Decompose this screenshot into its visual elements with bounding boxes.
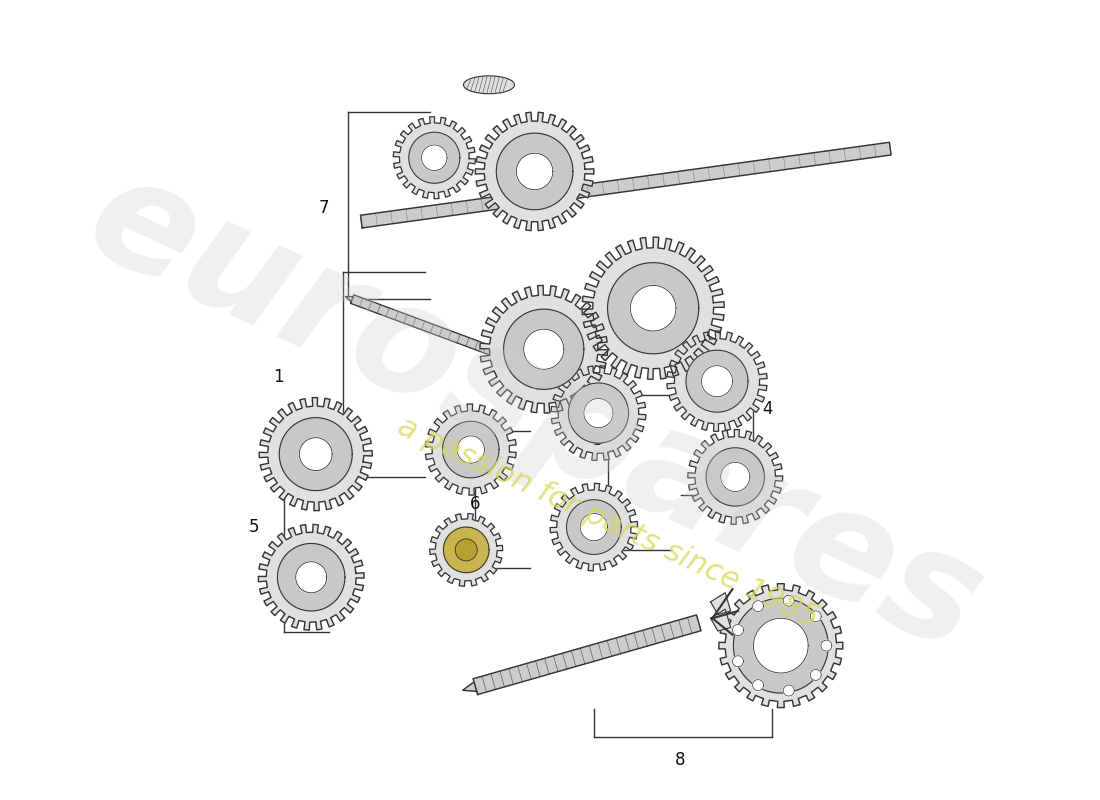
Polygon shape <box>463 682 476 691</box>
Polygon shape <box>473 615 701 694</box>
Polygon shape <box>720 462 750 491</box>
Polygon shape <box>686 350 748 412</box>
Polygon shape <box>734 598 828 693</box>
Polygon shape <box>580 514 607 541</box>
Polygon shape <box>582 237 724 379</box>
Polygon shape <box>299 438 332 470</box>
Polygon shape <box>442 422 499 478</box>
Polygon shape <box>688 430 782 524</box>
Polygon shape <box>504 309 584 390</box>
Text: 4: 4 <box>762 399 773 418</box>
Polygon shape <box>711 609 730 631</box>
Polygon shape <box>733 625 744 635</box>
Polygon shape <box>443 527 490 573</box>
Polygon shape <box>296 562 327 593</box>
Polygon shape <box>458 436 484 463</box>
Polygon shape <box>480 286 607 413</box>
Text: 8: 8 <box>675 750 685 769</box>
Polygon shape <box>752 680 763 690</box>
Polygon shape <box>811 611 822 622</box>
Polygon shape <box>516 153 553 190</box>
Polygon shape <box>430 514 503 586</box>
Polygon shape <box>409 132 460 183</box>
Polygon shape <box>811 670 822 680</box>
Polygon shape <box>752 601 763 612</box>
Polygon shape <box>455 539 477 561</box>
Polygon shape <box>711 593 730 614</box>
Ellipse shape <box>463 76 515 94</box>
Polygon shape <box>475 112 594 230</box>
Polygon shape <box>667 331 767 431</box>
Polygon shape <box>584 398 613 428</box>
Polygon shape <box>569 383 628 443</box>
Polygon shape <box>706 448 764 506</box>
Text: 7: 7 <box>319 199 329 217</box>
Polygon shape <box>277 543 345 611</box>
Polygon shape <box>754 618 808 673</box>
Polygon shape <box>351 295 514 362</box>
Polygon shape <box>361 142 891 228</box>
Polygon shape <box>702 366 733 397</box>
Polygon shape <box>630 286 676 331</box>
Polygon shape <box>783 595 794 606</box>
Polygon shape <box>607 262 698 354</box>
Polygon shape <box>566 500 621 554</box>
Polygon shape <box>733 656 744 666</box>
Polygon shape <box>345 297 353 302</box>
Text: 3: 3 <box>593 431 603 450</box>
Polygon shape <box>524 329 564 370</box>
Text: 6: 6 <box>470 495 480 514</box>
Polygon shape <box>719 584 843 707</box>
Polygon shape <box>496 133 573 210</box>
Text: 5: 5 <box>249 518 260 536</box>
Text: a passion for parts since 1985: a passion for parts since 1985 <box>393 412 823 633</box>
Polygon shape <box>783 685 794 696</box>
Polygon shape <box>550 483 638 571</box>
Polygon shape <box>394 117 475 198</box>
Text: 1: 1 <box>273 368 284 386</box>
Polygon shape <box>426 404 516 495</box>
Text: eurospares: eurospares <box>65 142 1004 685</box>
Polygon shape <box>260 398 372 510</box>
Polygon shape <box>421 145 447 170</box>
Polygon shape <box>821 640 832 651</box>
Polygon shape <box>279 418 352 490</box>
Polygon shape <box>551 366 646 461</box>
Polygon shape <box>258 524 364 630</box>
